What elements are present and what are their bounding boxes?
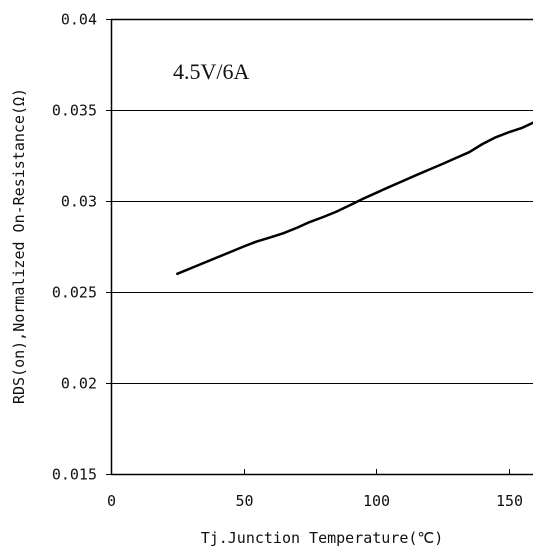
grid-lines bbox=[111, 18, 533, 384]
x-tick-label-3: 150 bbox=[496, 492, 523, 510]
y-axis-title: RDS(on),Normalized On-Resistance(Ω) bbox=[10, 88, 28, 404]
x-tick-label-0: 0 bbox=[107, 492, 116, 510]
tick-marks bbox=[106, 19, 510, 475]
x-tick-label-2: 100 bbox=[363, 492, 390, 510]
series-layer bbox=[176, 121, 533, 276]
y-tick-label-0: 0.015 bbox=[52, 466, 97, 484]
y-tick-label-4: 0.035 bbox=[52, 102, 97, 120]
y-tick-label-1: 0.02 bbox=[61, 375, 97, 393]
tick-labels: 0.015 0.02 0.025 0.03 0.035 0.04 0 50 100 150 bbox=[52, 11, 523, 511]
y-tick-label-3: 0.03 bbox=[61, 193, 97, 211]
y-tick-label-2: 0.025 bbox=[52, 284, 97, 302]
series-line-0 bbox=[176, 121, 533, 276]
axes bbox=[110, 19, 533, 476]
y-tick-label-5: 0.04 bbox=[61, 11, 97, 29]
x-tick-label-1: 50 bbox=[235, 492, 253, 510]
condition-annotation: 4.5V/6A bbox=[173, 59, 250, 84]
x-axis-title: Tj.Junction Temperature(℃) bbox=[201, 529, 444, 547]
